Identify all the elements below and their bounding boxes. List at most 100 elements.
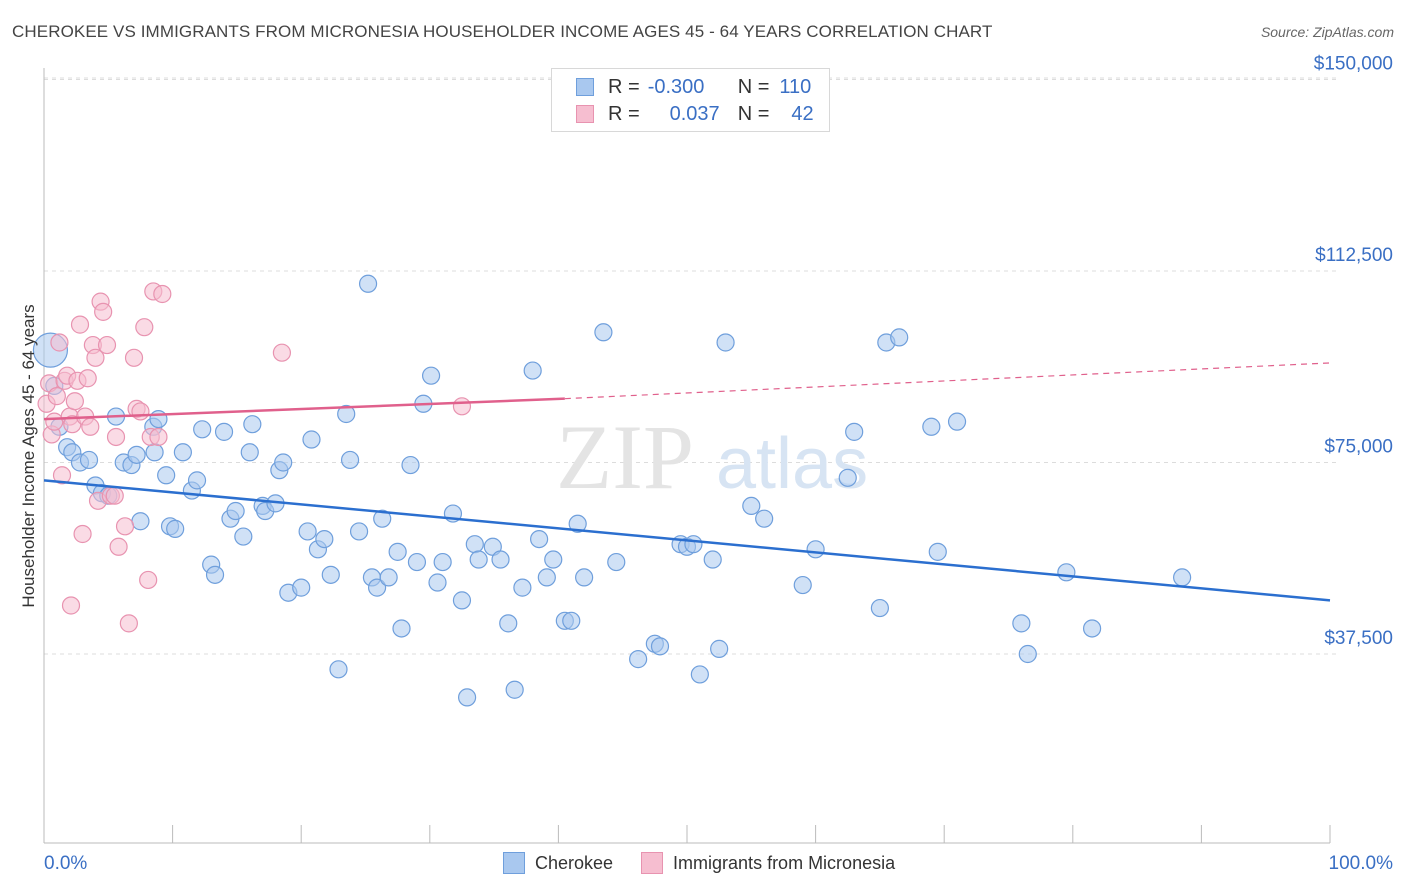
y-tick-labels: $37,500 $75,000 $112,500 $150,000	[1314, 54, 1393, 650]
cherokee-point	[302, 430, 321, 449]
micronesia-point	[153, 284, 172, 304]
micronesia-point	[78, 369, 97, 388]
cherokee-point	[1173, 568, 1192, 587]
cherokee-legend-swatch	[503, 852, 525, 874]
cherokee-point	[407, 552, 427, 572]
micronesia-trend-extension	[564, 362, 1331, 400]
cherokee-point	[890, 328, 909, 347]
cherokee-point	[491, 550, 510, 569]
x-tick-label: 0.0%	[44, 853, 87, 874]
cherokee-point	[349, 522, 369, 541]
cherokee-point	[607, 552, 626, 572]
micronesia-point	[106, 427, 126, 447]
micronesia-point	[61, 596, 81, 615]
micronesia-point	[139, 570, 158, 590]
watermark: ZIP atlas	[556, 406, 868, 508]
cherokee-point	[421, 366, 441, 385]
cherokee-point	[947, 412, 967, 431]
correlation-legend: R = -0.300 N = 110 R = 0.037 N = 42	[551, 68, 830, 132]
n-label: N =	[737, 102, 770, 125]
cherokee-point	[401, 455, 420, 475]
micronesia-point	[119, 614, 138, 633]
cherokee-point	[452, 591, 472, 610]
r-label: R =	[608, 75, 640, 98]
micronesia-point	[131, 402, 150, 421]
x-tick-labels: 0.0% 100.0%	[44, 853, 1393, 874]
cherokee-point	[575, 568, 594, 587]
cherokee-point	[292, 578, 311, 597]
micronesia-point	[109, 537, 128, 556]
legend-label-micronesia: Immigrants from Micronesia	[673, 852, 896, 873]
cherokee-point	[321, 565, 340, 584]
cherokee-point	[379, 568, 398, 587]
cherokee-point	[298, 522, 317, 541]
r-value: 0.037	[669, 102, 720, 125]
y-tick-label: $112,500	[1315, 245, 1393, 266]
cherokee-point	[173, 443, 192, 462]
cherokee-point	[928, 542, 947, 561]
cherokee-point	[240, 443, 259, 462]
cherokee-point	[315, 529, 334, 549]
cherokee-point	[1012, 614, 1031, 633]
cherokee-point	[806, 540, 825, 559]
micronesia-point	[70, 315, 90, 334]
chart-title: CHEROKEE VS IMMIGRANTS FROM MICRONESIA H…	[12, 22, 993, 41]
cherokee-point	[650, 637, 670, 656]
y-tick-label: $37,500	[1324, 628, 1393, 649]
micronesia-point	[124, 348, 144, 367]
micronesia-point	[86, 348, 105, 367]
cherokee-point	[388, 542, 407, 561]
cherokee-point	[1018, 644, 1037, 664]
cherokee-point	[79, 450, 99, 470]
micronesia-legend-swatch	[641, 852, 664, 874]
cherokee-point	[465, 535, 484, 554]
micronesia-point	[73, 524, 92, 544]
cherokee-point	[234, 527, 253, 546]
cherokee-point	[243, 415, 262, 434]
grid-lines	[44, 77, 1338, 655]
legend-row-cherokee: R = -0.300 N = 110	[576, 75, 811, 99]
micronesia-point	[47, 387, 66, 406]
cherokee-point	[157, 466, 176, 485]
cherokee-point	[1082, 619, 1102, 638]
cherokee-point	[127, 445, 146, 464]
watermark-zip: ZIP	[556, 406, 694, 508]
cherokee-point	[845, 422, 864, 441]
micronesia-point	[50, 333, 69, 352]
cherokee-point	[716, 333, 735, 352]
cherokee-point	[166, 519, 185, 538]
cherokee-point	[703, 550, 722, 569]
cherokee-point	[537, 568, 556, 587]
cherokee-point	[329, 660, 348, 679]
micronesia-swatch	[576, 105, 594, 123]
cherokee-point	[513, 578, 532, 597]
cherokee-point	[499, 614, 518, 633]
cherokee-point	[274, 453, 293, 472]
micronesia-point	[97, 335, 117, 355]
cherokee-point	[523, 361, 542, 380]
cherokee-point	[428, 573, 447, 592]
cherokee-point	[568, 514, 587, 533]
micronesia-point	[65, 392, 84, 411]
micronesia-point	[105, 486, 124, 505]
n-value: 110	[779, 75, 812, 98]
cherokee-point	[373, 509, 392, 528]
cherokee-point	[690, 665, 709, 684]
x-tick-label: 100.0%	[1329, 853, 1394, 874]
cherokee-point	[742, 496, 761, 516]
cherokee-point	[922, 417, 941, 436]
series-legend: Cherokee Immigrants from Micronesia	[503, 852, 923, 874]
micronesia-point	[135, 318, 154, 337]
micronesia-point	[149, 427, 168, 447]
cherokee-point	[710, 639, 729, 658]
n-value: 42	[791, 102, 814, 125]
cherokee-point	[392, 619, 411, 638]
cherokee-point	[629, 650, 648, 669]
cherokee-point	[358, 274, 378, 293]
micronesia-trend-line	[43, 397, 565, 421]
micronesia-point	[52, 466, 72, 485]
cherokee-point	[530, 529, 549, 549]
cherokee-point	[870, 598, 890, 618]
y-axis-label: Householder Income Ages 45 - 64 years	[19, 304, 38, 607]
source-credit: Source: ZipAtlas.com	[1260, 24, 1394, 40]
